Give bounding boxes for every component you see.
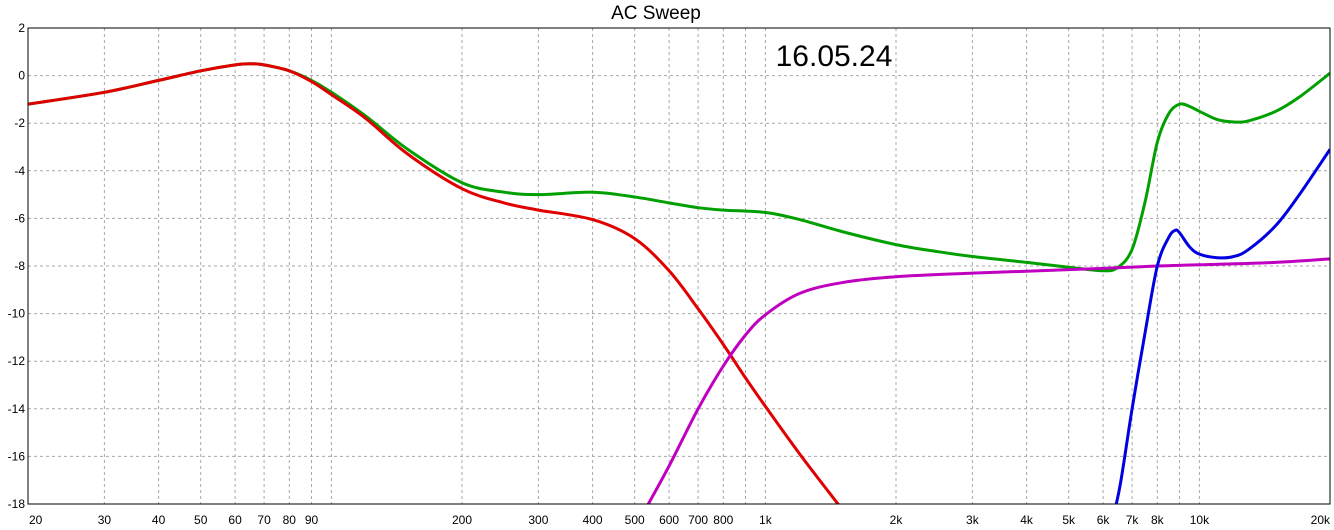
y-tick-label: -12 — [8, 354, 26, 368]
y-tick-label: 0 — [18, 69, 25, 83]
y-tick-label: -6 — [14, 211, 25, 225]
x-tick-label: 90 — [305, 513, 319, 527]
x-tick-label: 4k — [1020, 513, 1034, 527]
x-tick-label: 200 — [452, 513, 472, 527]
x-tick-label: 30 — [98, 513, 112, 527]
x-tick-label: 1k — [759, 513, 773, 527]
y-tick-label: -10 — [8, 307, 26, 321]
series-line-3 — [646, 257, 1330, 504]
x-tick-label: 400 — [583, 513, 603, 527]
grid-lines — [27, 27, 1331, 505]
y-tick-label: -18 — [8, 497, 26, 511]
y-tick-label: -2 — [14, 116, 25, 130]
x-tick-label: 300 — [528, 513, 548, 527]
y-tick-label: -14 — [8, 402, 26, 416]
series-line-1 — [28, 62, 1330, 273]
x-tick-label: 600 — [659, 513, 679, 527]
date-annotation: 16.05.24 — [776, 40, 893, 73]
x-tick-label: 40 — [152, 513, 166, 527]
x-tick-label: 7k — [1126, 513, 1140, 527]
chart-title: AC Sweep — [611, 3, 701, 24]
series-line-4 — [1114, 148, 1330, 504]
series-line-2 — [28, 62, 840, 504]
x-tick-label: 3k — [966, 513, 980, 527]
y-tick-label: -16 — [8, 449, 26, 463]
x-tick-label: 800 — [713, 513, 733, 527]
y-tick-label: -8 — [14, 259, 25, 273]
y-tick-label: -4 — [14, 164, 25, 178]
x-tick-label: 6k — [1097, 513, 1111, 527]
y-tick-label: 2 — [18, 21, 25, 35]
x-tick-label: 5k — [1062, 513, 1076, 527]
x-tick-label: 8k — [1151, 513, 1165, 527]
x-tick-label: 60 — [228, 513, 242, 527]
x-tick-label: 500 — [625, 513, 645, 527]
plot-frame — [27, 27, 1331, 505]
x-tick-label: 10k — [1190, 513, 1210, 527]
x-tick-label: 700 — [688, 513, 708, 527]
x-tick-label: 20 — [29, 513, 43, 527]
x-tick-label: 2k — [890, 513, 904, 527]
y-tick-labels: 2 0 -2 -4 -6 -8 -10 -12 -14 -16 -18 — [8, 21, 26, 511]
x-tick-label: 80 — [283, 513, 297, 527]
x-tick-label: 20k — [1311, 513, 1331, 527]
series-lines — [28, 62, 1330, 504]
x-tick-labels: 20 30 40 50 60 70 80 90 200 300 400 500 600 700 800 1k 2… — [29, 513, 1331, 527]
x-tick-label: 50 — [194, 513, 208, 527]
x-tick-label: 70 — [257, 513, 271, 527]
